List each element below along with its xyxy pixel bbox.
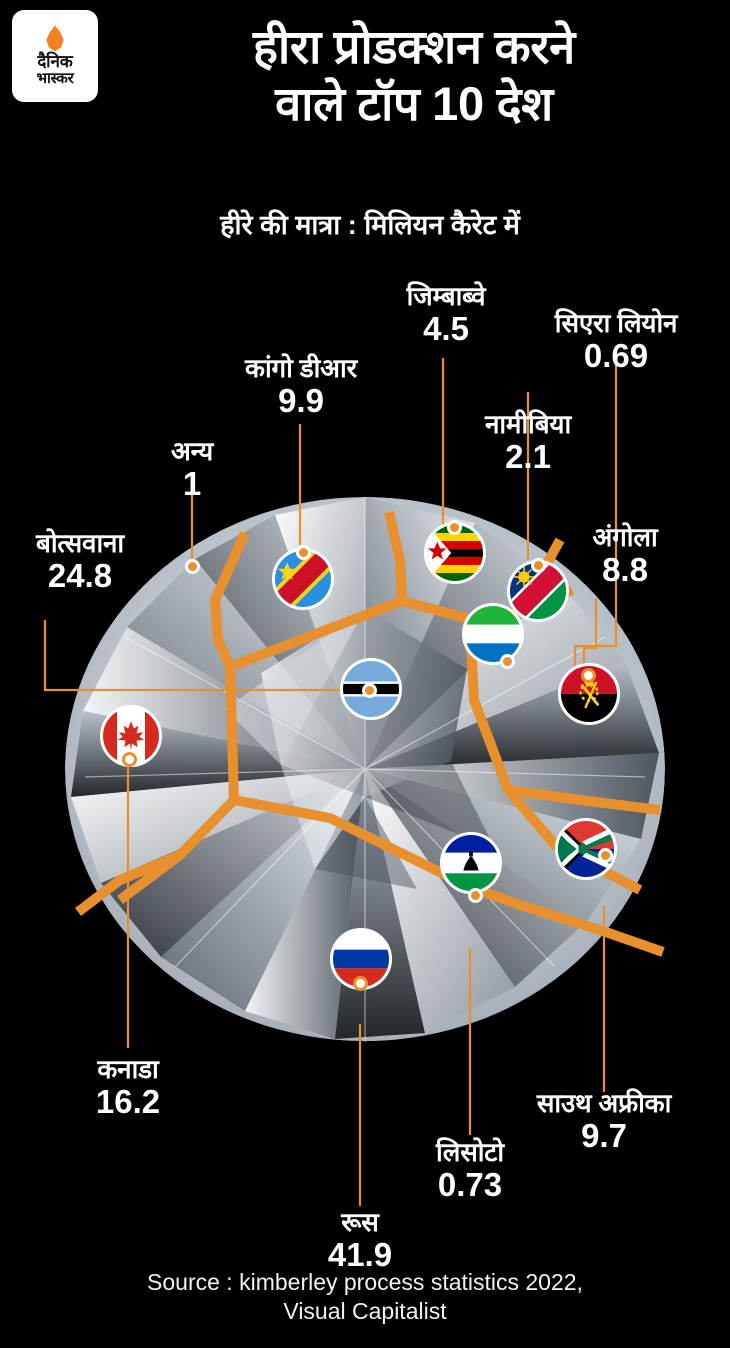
callout-angola: अंगोला 8.8 bbox=[552, 524, 698, 586]
page-title-line1: हीरा प्रोडक्शन करने bbox=[253, 20, 575, 73]
callout-botswana-name: बोत्सवाना bbox=[36, 528, 124, 558]
source-line1: Source : kimberley process statistics 20… bbox=[147, 1269, 583, 1295]
callout-botswana: बोत्सवाना 24.8 bbox=[0, 530, 160, 592]
callout-sierra-leone: सिएरा लियोन 0.69 bbox=[516, 310, 716, 372]
callout-other: अन्य 1 bbox=[122, 438, 262, 500]
callout-other-name: अन्य bbox=[170, 436, 213, 466]
brand-logo-line2: भास्कर bbox=[36, 69, 74, 87]
callout-sierra-leone-value: 0.69 bbox=[583, 337, 649, 374]
callout-namibia-name: नामीबिया bbox=[484, 409, 572, 439]
source-line2: Visual Capitalist bbox=[283, 1297, 447, 1324]
callout-zimbabwe: जिम्बाब्वे 4.5 bbox=[366, 283, 526, 345]
callout-russia-name: रूस bbox=[341, 1207, 379, 1237]
dot-angola bbox=[581, 668, 596, 683]
callout-other-value: 1 bbox=[182, 465, 202, 502]
flag-congo-dr[interactable] bbox=[272, 548, 334, 610]
callout-russia: रूस 41.9 bbox=[288, 1209, 432, 1271]
callout-canada-name: कनाडा bbox=[97, 1054, 159, 1084]
callout-south-africa: साउथ अफ्रीका 9.7 bbox=[496, 1090, 712, 1152]
callout-lesotho-value: 0.73 bbox=[437, 1166, 503, 1203]
dot-botswana bbox=[362, 683, 377, 698]
dot-sierra-leone bbox=[500, 654, 515, 669]
callout-south-africa-value: 9.7 bbox=[581, 1117, 627, 1154]
flag-lesotho[interactable] bbox=[440, 832, 502, 894]
callout-namibia: नामीबिया 2.1 bbox=[446, 411, 610, 473]
dot-congo-dr bbox=[296, 545, 311, 560]
dot-lesotho bbox=[468, 888, 483, 903]
callout-russia-value: 41.9 bbox=[327, 1236, 393, 1273]
page-subtitle: हीरे की मात्रा : मिलियन कैरेट में bbox=[220, 210, 520, 240]
callout-congo-dr: कांगो डीआर 9.9 bbox=[196, 355, 406, 417]
callout-angola-value: 8.8 bbox=[602, 551, 648, 588]
dot-south-africa bbox=[598, 848, 613, 863]
callout-angola-name: अंगोला bbox=[592, 522, 658, 552]
dot-russia bbox=[353, 976, 368, 991]
callout-congo-dr-value: 9.9 bbox=[278, 382, 324, 419]
callout-canada: कनाडा 16.2 bbox=[52, 1056, 204, 1118]
callout-zimbabwe-name: जिम्बाब्वे bbox=[406, 281, 486, 311]
flag-sierra-leone[interactable] bbox=[462, 603, 524, 665]
page-title-line2: वाले टॉप 10 देश bbox=[275, 77, 553, 131]
callout-namibia-value: 2.1 bbox=[505, 438, 551, 475]
callout-zimbabwe-value: 4.5 bbox=[423, 310, 469, 347]
brand-logo: दैनिक भास्कर bbox=[12, 10, 98, 102]
dot-other bbox=[185, 559, 200, 574]
dot-canada bbox=[122, 752, 137, 767]
callout-botswana-value: 24.8 bbox=[47, 557, 113, 594]
brand-logo-line1: दैनिक bbox=[37, 52, 73, 72]
callout-congo-dr-name: कांगो डीआर bbox=[245, 353, 357, 383]
callout-canada-value: 16.2 bbox=[95, 1083, 161, 1120]
source-note: Source : kimberley process statistics 20… bbox=[50, 1268, 680, 1326]
callout-lesotho-name: लिसोटो bbox=[436, 1137, 504, 1167]
callout-lesotho: लिसोटो 0.73 bbox=[392, 1139, 548, 1201]
callout-south-africa-name: साउथ अफ्रीका bbox=[536, 1088, 672, 1118]
page-title: हीरा प्रोडक्शन करने वाले टॉप 10 देश bbox=[108, 18, 720, 133]
callout-sierra-leone-name: सिएरा लियोन bbox=[554, 308, 678, 338]
dot-namibia bbox=[531, 558, 546, 573]
dot-zimbabwe bbox=[447, 520, 462, 535]
flame-icon bbox=[46, 25, 64, 52]
